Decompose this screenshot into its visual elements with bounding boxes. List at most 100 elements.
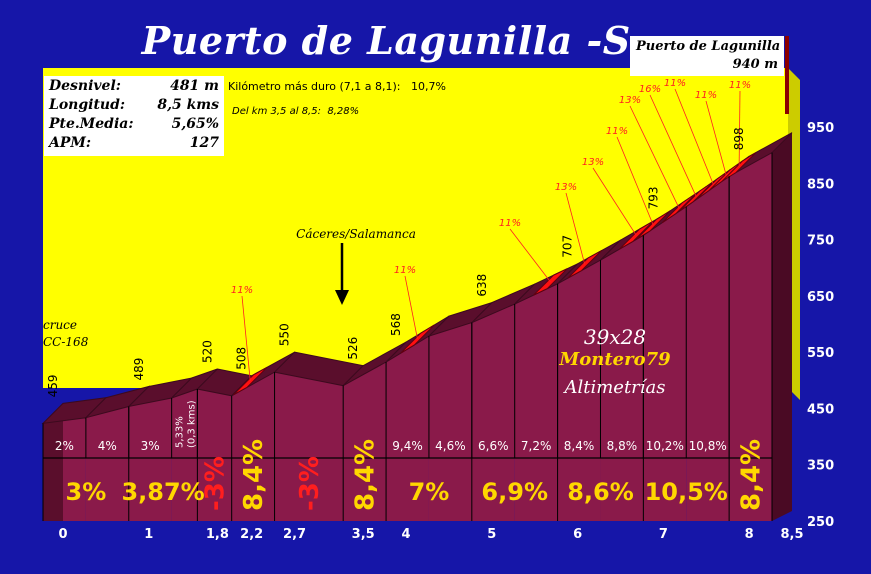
stat-row: Desnivel: 481 m: [49, 78, 219, 97]
profile-front-wall: [386, 336, 429, 521]
y-tick-label: 850: [807, 177, 834, 192]
summit-box: Puerto de Lagunilla 940 m: [630, 36, 784, 76]
segment-gradient-label: 10,8%: [689, 439, 727, 453]
km-gradient-label: 10,5%: [645, 478, 728, 506]
steep-label: 11%: [499, 218, 521, 229]
hardest-km-label: Kilómetro más duro (7,1 a 8,1):: [228, 80, 401, 93]
profile-front-wall: [231, 372, 275, 521]
km-gradient-label: -3%: [201, 456, 231, 511]
y-tick-label: 750: [807, 234, 834, 249]
x-tick-label: 2,7: [283, 527, 306, 542]
x-tick-label: 5: [487, 527, 496, 542]
final-section-label: Del km 3,5 al 8,5:: [232, 106, 321, 117]
steep-label: 11%: [664, 78, 686, 89]
y-tick-label: 550: [807, 346, 834, 361]
segment-gradient-label: 7,2%: [521, 439, 552, 453]
altitude-label: 793: [646, 186, 660, 209]
y-tick-label: 250: [807, 515, 834, 530]
steep-leader: [705, 100, 727, 176]
segment-gradient-label: 10,2%: [646, 439, 684, 453]
altitude-label: 489: [132, 358, 146, 381]
x-tick-label: 6: [573, 527, 582, 542]
x-tick-label: 8: [745, 527, 754, 542]
km-gradient-label: 6,9%: [481, 478, 548, 506]
credit-author: Montero79: [559, 349, 671, 370]
profile-front-wall: [643, 206, 687, 522]
km-gradient-label: 8,4%: [351, 439, 381, 511]
km-gradient-label: 3%: [66, 478, 107, 506]
segment-gradient-label: 8,4%: [564, 439, 595, 453]
profile-front-wall: [686, 176, 730, 522]
profile-front-wall: [197, 389, 232, 521]
junction-annotation: CC-168: [43, 335, 89, 349]
steep-leader: [241, 295, 251, 382]
stat-value: 481 m: [170, 78, 219, 94]
segment-gradient-label: 6,6%: [478, 439, 509, 453]
altitude-label: 526: [346, 337, 360, 360]
x-tick-label: 1: [144, 527, 153, 542]
x-tick-label: 4: [402, 527, 411, 542]
junction-arrow-head: [335, 290, 349, 305]
profile-front-wall: [274, 372, 344, 521]
chart-title: Puerto de Lagunilla -S-: [141, 18, 649, 63]
km-gradient-label: 7%: [409, 478, 450, 506]
profile-front-wall: [128, 398, 172, 521]
steep-leader: [592, 167, 637, 236]
profile-front-wall: [171, 389, 198, 521]
stat-label: APM:: [49, 135, 92, 151]
junction-annotation: Cáceres/Salamanca: [296, 227, 416, 241]
stats-box: Desnivel: 481 m Longitud: 8,5 kms Pte.Medi…: [44, 76, 224, 156]
profile-front-wall: [557, 260, 601, 521]
stat-label: Desnivel:: [49, 78, 121, 94]
steep-label: 13%: [555, 182, 577, 193]
steep-leader: [404, 275, 418, 340]
hardest-km-note: Kilómetro más duro (7,1 a 8,1): 10,7%: [228, 80, 446, 93]
segment-gradient-label: 9,4%: [392, 439, 423, 453]
stat-label: Longitud:: [49, 97, 126, 113]
segment-gradient-label: 2%: [55, 439, 74, 453]
altitude-label: 508: [235, 347, 249, 370]
segment-gradient-label: 3%: [141, 439, 160, 453]
profile-right-face: [772, 132, 792, 521]
altitude-label: 638: [475, 274, 489, 297]
profile-front-wall: [514, 283, 558, 521]
final-section-note: Del km 3,5 al 8,5: 8,28%: [232, 106, 359, 117]
stat-value: 127: [189, 135, 219, 151]
segment-gradient-note: (0,3 kms): [187, 400, 198, 448]
summit-pole: [785, 36, 789, 114]
steep-label: 11%: [606, 126, 628, 137]
steep-leader: [616, 136, 654, 226]
profile-left-face: [43, 403, 63, 521]
altitude-label: 898: [732, 127, 746, 150]
profile-front-wall: [600, 235, 644, 521]
segment-gradient-label: 4%: [98, 439, 117, 453]
steep-label: 11%: [729, 80, 751, 91]
y-tick-label: 350: [807, 459, 834, 474]
stat-label: Pte.Media:: [49, 116, 134, 132]
altitude-label: 568: [389, 313, 403, 336]
stat-value: 5,65%: [171, 116, 219, 132]
segment-gradient-label: 5,33%: [175, 416, 186, 448]
summit-elevation: 940 m: [732, 57, 778, 72]
profile-front-wall: [471, 304, 515, 521]
x-tick-label: 8,5: [780, 527, 803, 542]
altitude-label: 707: [561, 235, 575, 258]
profile-front-wall: [85, 406, 129, 521]
hardest-km-value: 10,7%: [411, 80, 446, 93]
final-section-value: 8,28%: [327, 106, 360, 117]
profile-front-wall: [729, 152, 772, 521]
x-tick-label: 0: [58, 527, 67, 542]
steep-leader: [509, 228, 551, 283]
altitude-label: 520: [200, 340, 214, 363]
altitude-label: 459: [46, 374, 60, 397]
x-tick-label: 1,8: [206, 527, 229, 542]
x-tick-label: 7: [659, 527, 668, 542]
x-tick-label: 3,5: [352, 527, 375, 542]
stat-row: Longitud: 8,5 kms: [49, 97, 219, 116]
y-tick-label: 650: [807, 290, 834, 305]
km-gradient-label: 8,6%: [567, 478, 634, 506]
stat-row: Pte.Media: 5,65%: [49, 116, 219, 135]
junction-annotation: cruce: [43, 318, 77, 332]
steep-label: 16%: [639, 84, 661, 95]
